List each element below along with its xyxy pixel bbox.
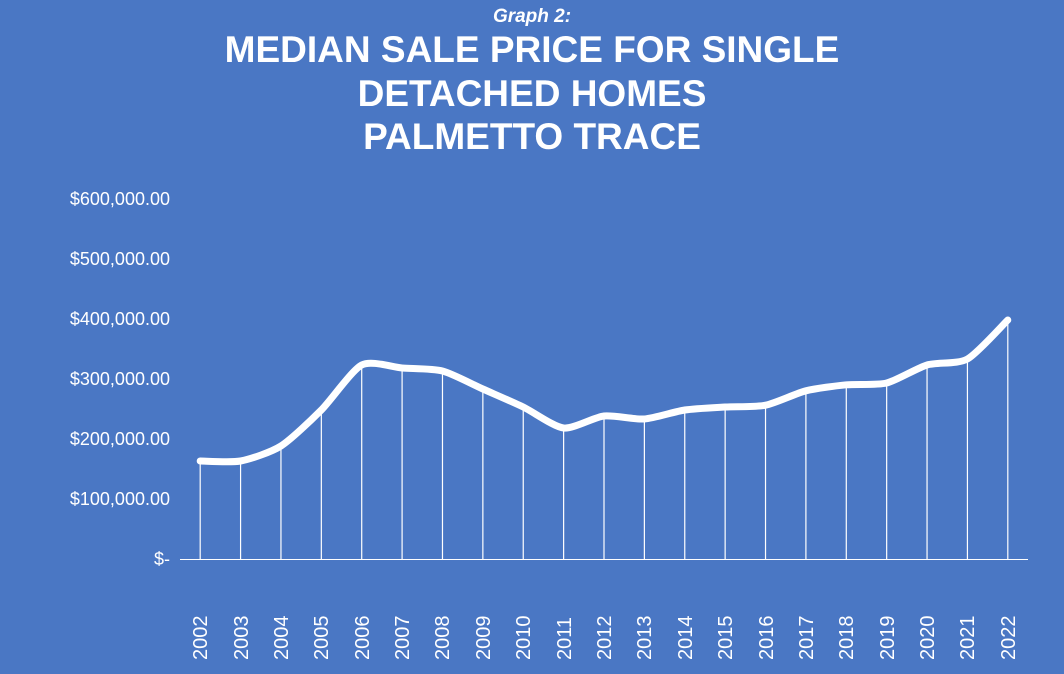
x-axis-tick-label: 2015 (715, 580, 738, 660)
x-axis-tick-label: 2006 (352, 580, 375, 660)
y-axis-tick-label: $100,000.00 (20, 489, 170, 510)
x-axis-tick-label: 2017 (796, 580, 819, 660)
x-axis-tick-label: 2008 (432, 580, 455, 660)
x-axis-tick-label: 2020 (917, 580, 940, 660)
y-axis-tick-label: $300,000.00 (20, 369, 170, 390)
x-axis-tick-label: 2007 (392, 580, 415, 660)
x-axis-tick-label: 2009 (473, 580, 496, 660)
y-axis-tick-label: $400,000.00 (20, 309, 170, 330)
median-sale-price-chart: Graph 2: MEDIAN SALE PRICE FOR SINGLEDET… (0, 0, 1064, 674)
x-axis-tick-label: 2022 (998, 580, 1021, 660)
y-axis-tick-label: $500,000.00 (20, 249, 170, 270)
x-axis-tick-label: 2012 (594, 580, 617, 660)
x-axis-tick-label: 2018 (836, 580, 859, 660)
x-axis-tick-label: 2016 (756, 580, 779, 660)
x-axis-tick-label: 2010 (513, 580, 536, 660)
x-axis-tick-label: 2019 (877, 580, 900, 660)
x-axis-tick-label: 2014 (675, 580, 698, 660)
x-axis-tick-label: 2021 (957, 580, 980, 660)
chart-plot-area (180, 200, 1028, 560)
x-axis-tick-label: 2013 (634, 580, 657, 660)
chart-supertitle: Graph 2: (0, 6, 1064, 28)
chart-title: MEDIAN SALE PRICE FOR SINGLEDETACHED HOM… (0, 28, 1064, 159)
x-axis-tick-label: 2003 (231, 580, 254, 660)
y-axis-tick-label: $200,000.00 (20, 429, 170, 450)
x-axis-tick-label: 2011 (554, 580, 577, 660)
y-axis-tick-label: $- (20, 549, 170, 570)
y-axis-tick-label: $600,000.00 (20, 189, 170, 210)
x-axis-tick-label: 2005 (311, 580, 334, 660)
x-axis-tick-label: 2002 (190, 580, 213, 660)
x-axis-tick-label: 2004 (271, 580, 294, 660)
